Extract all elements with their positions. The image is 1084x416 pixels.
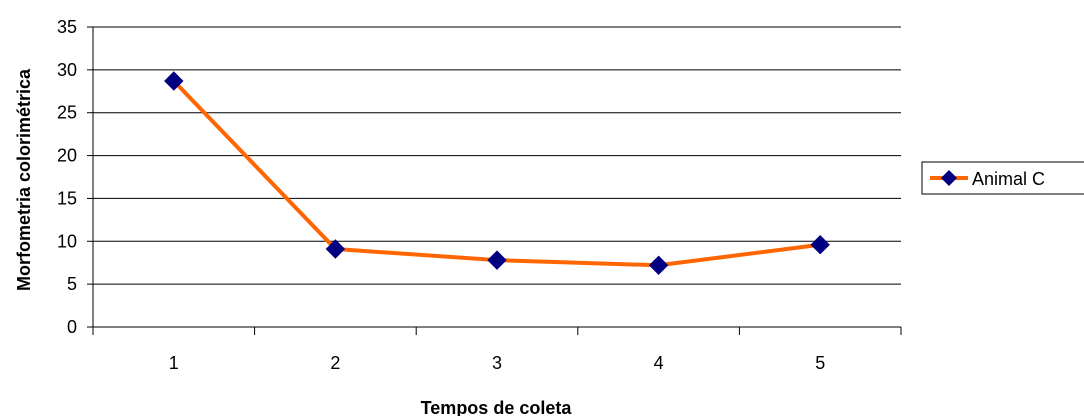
legend-series-label: Animal C <box>972 169 1045 189</box>
x-tick-label: 2 <box>330 353 340 373</box>
legend: Animal C <box>921 161 1084 195</box>
x-tick-label: 5 <box>815 353 825 373</box>
y-tick-label: 15 <box>57 188 77 208</box>
x-tick-label: 3 <box>492 353 502 373</box>
x-axis-ticks: 1 2 3 4 5 <box>92 327 902 373</box>
y-tick-label: 0 <box>67 317 77 337</box>
y-tick-label: 5 <box>67 274 77 294</box>
data-point-marker <box>648 255 669 275</box>
data-point-marker <box>325 239 346 259</box>
series-layer <box>164 71 830 275</box>
y-axis-ticks: 0 5 10 15 20 25 30 35 <box>57 17 93 337</box>
x-tick-label: 4 <box>654 353 664 373</box>
series-line <box>172 79 821 268</box>
y-tick-label: 20 <box>57 146 77 166</box>
y-axis-title: Morfometria colorimétrica <box>14 68 34 291</box>
data-point-marker <box>487 250 507 270</box>
data-point-marker <box>164 71 184 91</box>
data-point-marker <box>810 235 830 255</box>
y-tick-label: 25 <box>57 103 77 123</box>
grid-lines <box>93 26 901 285</box>
y-tick-label: 10 <box>57 231 77 251</box>
legend-series-marker <box>941 170 957 186</box>
x-axis-title: Tempos de coleta <box>421 398 573 416</box>
y-tick-label: 35 <box>57 17 77 37</box>
y-tick-label: 30 <box>57 60 77 80</box>
x-tick-label: 1 <box>169 353 179 373</box>
